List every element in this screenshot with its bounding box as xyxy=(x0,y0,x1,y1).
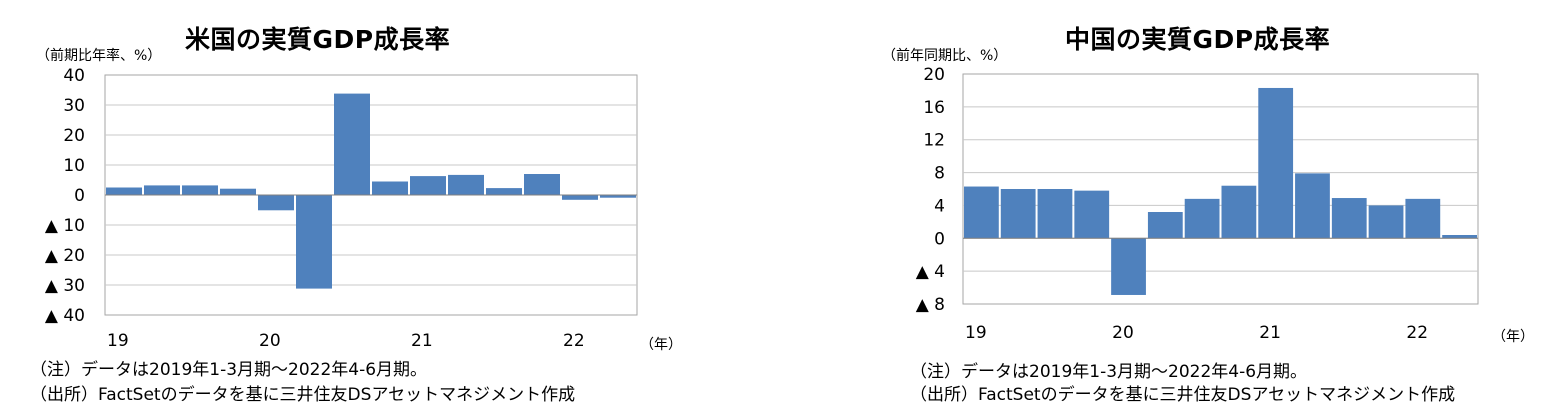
x-year-label: 19 xyxy=(107,331,129,351)
bar xyxy=(1295,173,1330,239)
bar xyxy=(334,93,370,195)
y-tick-label: 10 xyxy=(63,156,85,176)
bar xyxy=(182,185,218,195)
x-year-label: 20 xyxy=(259,331,281,351)
x-axis-year-unit: （年） xyxy=(1492,329,1534,345)
chart-title: 米国の実質GDP成長率 xyxy=(185,25,451,54)
y-tick-label: 16 xyxy=(923,98,945,118)
bar xyxy=(1442,235,1477,239)
bar xyxy=(1111,238,1146,295)
bar xyxy=(448,174,484,195)
y-tick-label: 0 xyxy=(934,229,945,249)
x-year-label: 19 xyxy=(965,323,987,343)
china-gdp-panel: 中国の実質GDP成長率 （前年同期比、%） 20 16 12 8 4 0 ▲ 4 ▲ 8 19 2… xyxy=(860,0,1560,414)
bar xyxy=(1000,189,1036,239)
bar xyxy=(106,187,142,195)
y-tick-label: ▲ 4 xyxy=(916,262,945,282)
bar xyxy=(1037,189,1073,239)
china-gdp-bar-chart: 20 16 12 8 4 0 ▲ 4 ▲ 8 19 20 21 22 （年） xyxy=(916,65,1534,345)
y-axis-unit-label: （前年同期比、%） xyxy=(882,48,1008,64)
bar xyxy=(1147,212,1183,239)
source-note: （出所）FactSetのデータを基に三井住友DSアセットマネジメント作成 xyxy=(910,385,1456,405)
bar xyxy=(372,181,408,195)
y-tick-label: 20 xyxy=(63,126,85,146)
x-year-label: 21 xyxy=(1259,323,1281,343)
y-tick-label: ▲ 30 xyxy=(45,276,85,296)
bar xyxy=(144,185,180,195)
x-year-label: 21 xyxy=(411,331,433,351)
data-period-note: （注）データは2019年1-3月期～2022年4-6月期。 xyxy=(30,360,428,380)
bar xyxy=(1258,87,1294,239)
y-tick-label: 20 xyxy=(923,65,945,85)
y-tick-label: 4 xyxy=(934,196,945,216)
y-tick-label: ▲ 20 xyxy=(45,246,85,266)
bar xyxy=(1221,185,1257,239)
y-tick-label: 40 xyxy=(63,66,85,86)
us-gdp-panel: 米国の実質GDP成長率 （前期比年率、%） 40 30 20 10 0 ▲ 10 ▲ 20 ▲… xyxy=(0,0,780,414)
x-year-label: 20 xyxy=(1112,323,1134,343)
x-year-label: 22 xyxy=(1406,323,1428,343)
bar xyxy=(600,195,636,198)
bar xyxy=(1368,205,1404,239)
bar xyxy=(296,195,332,289)
source-note: （出所）FactSetのデータを基に三井住友DSアセットマネジメント作成 xyxy=(30,385,576,405)
y-tick-label: ▲ 8 xyxy=(916,295,945,315)
bar xyxy=(964,186,999,239)
bar xyxy=(562,195,598,200)
bar xyxy=(486,188,522,195)
bar xyxy=(1405,198,1441,239)
bar xyxy=(220,188,256,195)
y-tick-label: ▲ 10 xyxy=(45,216,85,236)
y-tick-label: 30 xyxy=(63,96,85,116)
bar xyxy=(410,176,446,195)
y-tick-label: 8 xyxy=(934,164,945,184)
y-tick-label: ▲ 40 xyxy=(45,306,85,326)
bar xyxy=(1331,198,1367,239)
y-tick-label: 12 xyxy=(923,131,945,151)
us-gdp-bar-chart: 40 30 20 10 0 ▲ 10 ▲ 20 ▲ 30 ▲ 40 19 20 21 22 （年） xyxy=(45,66,682,353)
bar xyxy=(1184,198,1220,239)
x-axis-year-unit: （年） xyxy=(640,337,682,353)
bar xyxy=(258,195,294,211)
x-year-label: 22 xyxy=(563,331,585,351)
y-tick-label: 0 xyxy=(74,186,85,206)
bar xyxy=(524,174,560,195)
y-axis-unit-label: （前期比年率、%） xyxy=(36,48,162,64)
data-period-note: （注）データは2019年1-3月期～2022年4-6月期。 xyxy=(910,362,1308,382)
bar xyxy=(1074,190,1110,239)
chart-title: 中国の実質GDP成長率 xyxy=(1065,25,1331,54)
